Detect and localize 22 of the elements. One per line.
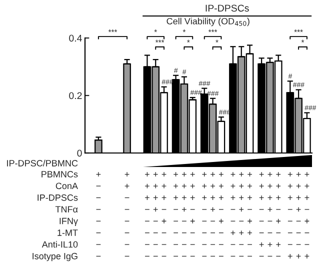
y-tick-label: 0 [77, 150, 82, 157]
text: 1-MT [58, 230, 78, 236]
chart-title: Cell Viability (OD$_{450}$) [166, 18, 250, 26]
category-label: +++ +++ +++ −+− −−+ −−− +++ −−− [259, 172, 281, 257]
category-label: + + − − − − − − [124, 172, 130, 257]
text: IP-DPSCs [38, 194, 78, 201]
category-label: +++ +++ +++ −+− −−+ −−− −−− −−− [145, 172, 166, 257]
text: IP-DPSC/PBMNC [7, 160, 78, 166]
y-tick-label: 0.2 [69, 92, 82, 100]
text: Anti-IL10 [42, 240, 78, 248]
text: Isotype IgG [32, 252, 78, 262]
category-label: +++ +++ +++ −+− −−+ +++ −−− −−− [230, 172, 252, 257]
text: TNFα [55, 206, 78, 213]
category-label: +++ +++ +++ −+− −−+ −−− −−− +++ [288, 172, 310, 258]
y-tick-label: 0.4 [69, 34, 82, 42]
category-label: +++ +++ +++ −+− −−+ −−− −−− −−− [174, 172, 195, 257]
text: IFNγ [60, 218, 78, 226]
category-label: +++ +++ +++ −+− −−+ −−− −−− −−− [202, 172, 224, 257]
text: PBMNCs [42, 171, 78, 178]
category-label: + − − − − − − − [96, 172, 101, 257]
text: ConA [56, 182, 78, 190]
text: IP-DPSCs [206, 4, 249, 12]
